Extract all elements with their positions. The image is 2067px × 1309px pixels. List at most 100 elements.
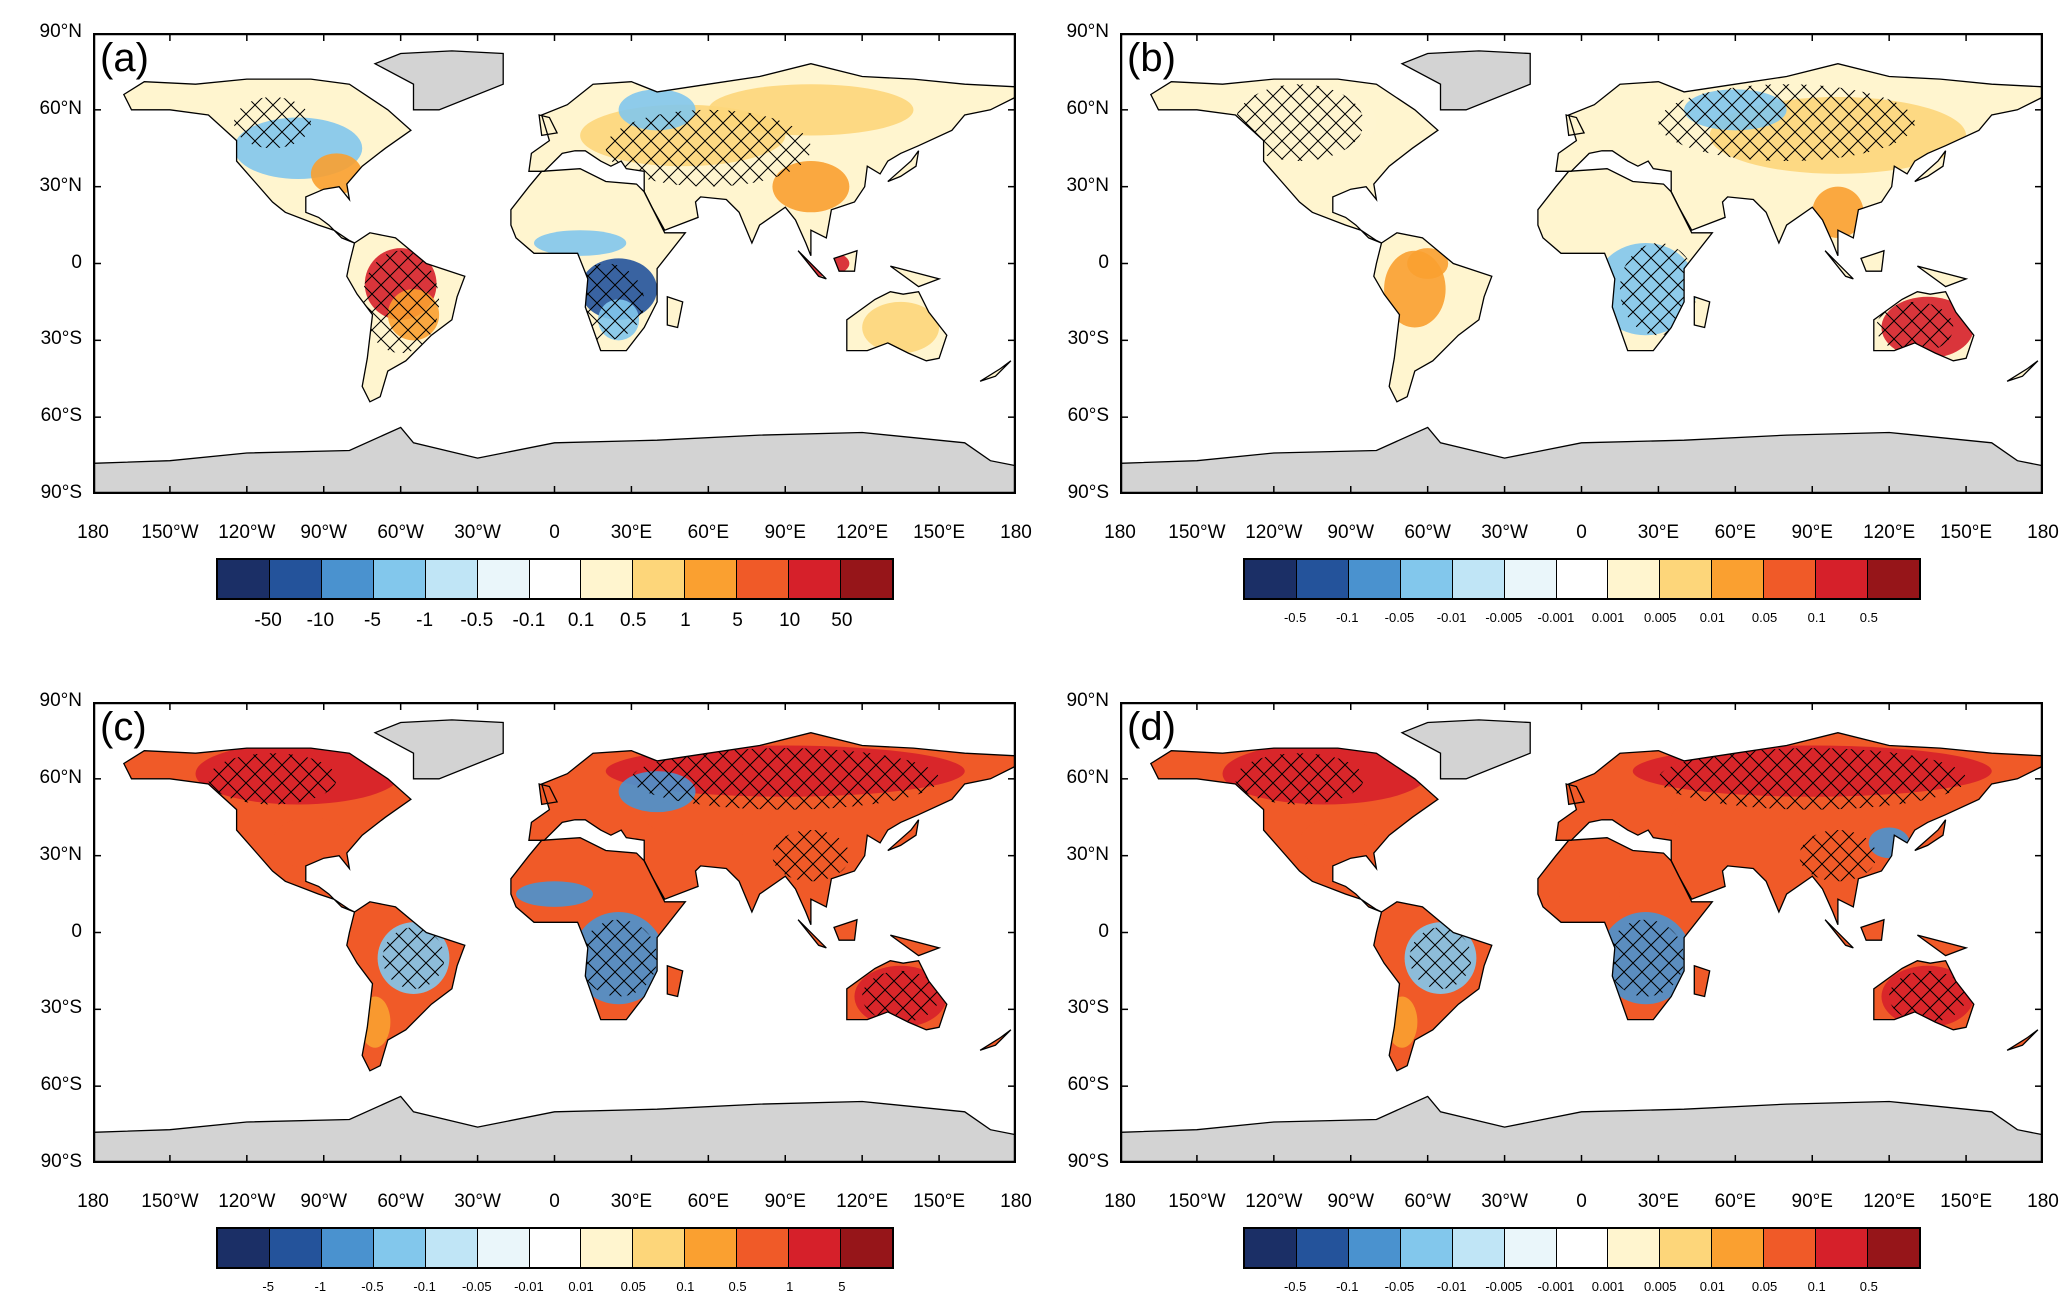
lon-tick-label: 180 [1000,522,1032,543]
coastline [979,360,1012,382]
coastline [528,732,1016,926]
colorbar-tick-label: -0.1 [1336,1279,1359,1294]
anomaly-region [359,996,391,1048]
colorbar-bin [529,1229,582,1267]
colorbar-bin [1504,560,1557,598]
colorbar-bin [737,1229,790,1267]
colorbar-bin [529,560,582,598]
lat-tick-label: 60°S [40,1074,82,1096]
colorbar-bin [841,560,892,598]
land-id2 [1861,250,1884,272]
coastline [1537,168,1714,352]
colorbar-tick-label: 0.01 [1699,1279,1726,1294]
coastline [846,959,948,1031]
coastline [1824,919,1854,949]
colorbar-tick-label: -0.05 [1384,1279,1415,1294]
lon-tick-label: 150°E [1940,522,1993,543]
lat-tick-label: 60°N [39,97,82,119]
colorbar [1243,558,1921,600]
colorbar-bin [1400,560,1453,598]
significance-hatching [382,927,445,989]
land-id2 [834,919,857,941]
lon-tick-label: 90°E [764,1191,806,1212]
coastline [1373,901,1493,1072]
colorbar-bin [685,1229,738,1267]
greenland-masked [373,50,504,111]
colorbar-bin [1816,560,1869,598]
land-id2 [1861,919,1884,941]
coastline [890,265,942,288]
lon-tick-label: 180 [2027,522,2059,543]
lon-tick-label: 30°E [610,1191,653,1212]
lon-tick-label: 0 [549,1191,560,1212]
colorbar-tick-label: 0.01 [1699,610,1726,625]
colorbar-bin [425,560,478,598]
lon-tick-label: 0 [1576,1191,1587,1212]
coastline [538,783,559,806]
coastline [2006,1029,2039,1051]
coastline [346,901,466,1072]
colorbar-tick-label: -10 [306,610,335,631]
lon-tick-label: 180 [77,1191,109,1212]
lat-tick-label: 30°S [40,328,82,350]
lon-tick-label: 180 [1000,1191,1032,1212]
colorbar-bin [321,560,374,598]
colorbar-tick-label: 0.05 [1751,1279,1778,1294]
colorbar-bin [477,1229,530,1267]
coastline [122,78,412,244]
lon-tick-label: 30°E [610,522,653,543]
lon-tick-label: 60°W [1404,1191,1451,1212]
lon-tick-label: 120°E [1863,522,1916,543]
colorbar [1243,1227,1921,1269]
coastline [1149,747,1439,913]
lon-tick-label: 90°W [300,522,348,543]
lon-tick-label: 120°E [836,522,889,543]
coastline [2006,360,2039,382]
significance-hatching [605,109,811,187]
coastline [1373,232,1493,403]
lon-tick-label: 90°W [1327,1191,1375,1212]
colorbar-bin [1868,1229,1919,1267]
map-area [1120,33,2043,494]
lat-tick-label: 90°S [1067,482,1109,503]
map-frame [1120,33,2043,494]
colorbar-tick-label: 0.005 [1643,1279,1677,1294]
lat-tick-label: 90°S [1067,1151,1109,1172]
land-jp [887,819,919,851]
significance-hatching [362,250,440,354]
significance-hatching [1235,84,1364,162]
lon-tick-label: 120°E [1863,1191,1916,1212]
anomaly-region [1386,996,1418,1048]
lat-tick-label: 90°N [39,21,82,42]
coastline [979,1029,1012,1051]
colorbar-tick-label: -0.001 [1537,1279,1575,1294]
colorbar-bin [633,560,686,598]
lon-tick-label: 60°W [1404,522,1451,543]
colorbar-bin [1452,560,1505,598]
lon-tick-label: 150°W [141,1191,199,1212]
lon-tick-label: 150°E [913,522,966,543]
lon-tick-label: 60°E [687,1191,730,1212]
land-ng [1917,935,1967,956]
colorbar-tick-label: 1 [680,610,691,631]
lon-tick-label: 30°E [1637,1191,1680,1212]
anomaly-region [1543,881,1620,907]
land-ng [890,266,940,287]
lon-tick-label: 90°W [300,1191,348,1212]
panel-label: (b) [1127,36,1176,80]
lat-tick-label: 30°N [39,843,82,865]
coastline [887,150,920,183]
coastline [1914,819,1947,852]
colorbar-tick-label: -0.1 [1336,610,1359,625]
coastline [666,964,684,998]
significance-hatching [772,830,850,882]
lat-tick-label: 60°N [39,766,82,788]
significance-hatching [1235,753,1364,805]
significance-hatching [567,263,645,341]
lat-tick-label: 0 [1098,920,1109,942]
coastline [346,232,466,403]
colorbar-tick-label: -5 [262,1279,274,1294]
colorbar-tick-label: -0.001 [1537,610,1575,625]
anomaly-region [772,161,850,213]
significance-hatching [1658,748,1967,810]
